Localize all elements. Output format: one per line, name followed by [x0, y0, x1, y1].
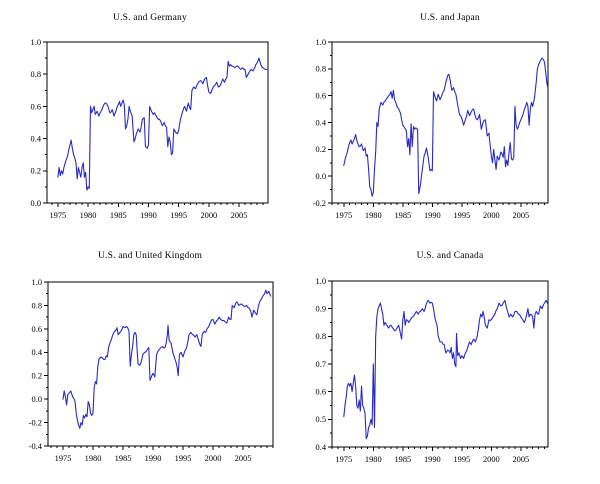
svg-text:0.2: 0.2 — [32, 372, 42, 381]
svg-text:-0.2: -0.2 — [29, 418, 42, 427]
svg-text:1975: 1975 — [55, 454, 72, 463]
svg-text:1990: 1990 — [424, 455, 441, 464]
svg-text:1980: 1980 — [365, 455, 382, 464]
svg-text:0.6: 0.6 — [31, 102, 41, 111]
svg-text:1975: 1975 — [49, 211, 66, 220]
svg-text:1985: 1985 — [115, 454, 132, 463]
us-canada-line-chart: 0.4 0.5 0.6 0.7 0.8 0.9 1.0 1975 1980 1985 1990 199… — [316, 277, 549, 464]
svg-text:0.9: 0.9 — [316, 305, 326, 314]
svg-text:0.4: 0.4 — [31, 135, 42, 144]
svg-text:0.0: 0.0 — [32, 395, 42, 404]
svg-text:1980: 1980 — [365, 211, 382, 220]
svg-text:-0.4: -0.4 — [29, 442, 43, 451]
svg-text:1975: 1975 — [335, 455, 352, 464]
svg-text:2000: 2000 — [205, 454, 222, 463]
us-japan-line-chart: -0.2 0.0 0.2 0.4 0.6 0.8 1.0 1975 1980 1985 1990 19… — [313, 38, 549, 220]
svg-text:0.0: 0.0 — [316, 172, 326, 181]
svg-text:1.0: 1.0 — [316, 38, 326, 47]
svg-text:0.7: 0.7 — [316, 360, 326, 369]
svg-text:0.2: 0.2 — [31, 167, 41, 176]
svg-text:0.8: 0.8 — [32, 301, 42, 310]
chart-title-us-germany: U.S. and Germany — [113, 13, 187, 23]
svg-text:0.8: 0.8 — [316, 332, 326, 341]
svg-text:1995: 1995 — [453, 455, 470, 464]
svg-text:0.2: 0.2 — [316, 145, 326, 154]
svg-text:1990: 1990 — [145, 454, 162, 463]
svg-text:1975: 1975 — [335, 211, 352, 220]
svg-text:0.8: 0.8 — [31, 70, 41, 79]
svg-text:0.6: 0.6 — [32, 325, 42, 334]
chart-panel-us-uk: U.S. and United Kingdom -0.4 -0.2 0.0 0.2 0.… — [0, 242, 300, 484]
svg-text:-0.2: -0.2 — [313, 199, 326, 208]
chart-title-us-uk: U.S. and United Kingdom — [97, 251, 203, 261]
svg-text:1.0: 1.0 — [32, 278, 42, 287]
svg-text:2005: 2005 — [235, 454, 252, 463]
svg-text:0.8: 0.8 — [316, 65, 326, 74]
svg-text:1985: 1985 — [110, 211, 127, 220]
svg-text:0.6: 0.6 — [316, 92, 326, 101]
svg-text:1.0: 1.0 — [31, 38, 41, 47]
svg-text:0.5: 0.5 — [316, 415, 326, 424]
svg-text:1985: 1985 — [394, 211, 411, 220]
svg-text:1985: 1985 — [394, 455, 411, 464]
svg-text:1.0: 1.0 — [316, 277, 326, 286]
svg-text:0.4: 0.4 — [316, 443, 327, 452]
svg-text:0.4: 0.4 — [32, 348, 43, 357]
svg-text:2005: 2005 — [231, 211, 248, 220]
svg-text:2005: 2005 — [512, 211, 529, 220]
chart-title-us-japan: U.S. and Japan — [420, 13, 480, 23]
chart-panel-us-canada: U.S. and Canada 0.4 0.5 0.6 0.7 0.8 0.9 1.0 197… — [300, 242, 600, 484]
svg-text:1990: 1990 — [140, 211, 157, 220]
svg-text:2000: 2000 — [483, 211, 500, 220]
chart-title-us-canada: U.S. and Canada — [416, 251, 484, 261]
svg-text:0.4: 0.4 — [316, 118, 327, 127]
svg-text:1995: 1995 — [170, 211, 187, 220]
svg-text:1995: 1995 — [453, 211, 470, 220]
svg-text:1990: 1990 — [424, 211, 441, 220]
us-uk-line-chart: -0.4 -0.2 0.0 0.2 0.4 0.6 0.8 1.0 1975 1980 1985 19… — [29, 278, 274, 463]
svg-text:1980: 1980 — [80, 211, 97, 220]
svg-text:0.0: 0.0 — [31, 199, 41, 208]
svg-text:2000: 2000 — [483, 455, 500, 464]
chart-panel-us-japan: U.S. and Japan -0.2 0.0 0.2 0.4 0.6 0.8 1.0 197… — [300, 0, 600, 242]
svg-text:1980: 1980 — [85, 454, 102, 463]
svg-text:2000: 2000 — [200, 211, 217, 220]
us-germany-line-chart: 0.0 0.2 0.4 0.6 0.8 1.0 1975 1980 1985 1990 1995 20… — [31, 38, 269, 220]
svg-text:1995: 1995 — [175, 454, 192, 463]
chart-panel-us-germany: U.S. and Germany 0.0 0.2 0.4 0.6 0.8 1.0 1975 1… — [0, 0, 300, 242]
svg-text:0.6: 0.6 — [316, 388, 326, 397]
svg-text:2005: 2005 — [512, 455, 529, 464]
